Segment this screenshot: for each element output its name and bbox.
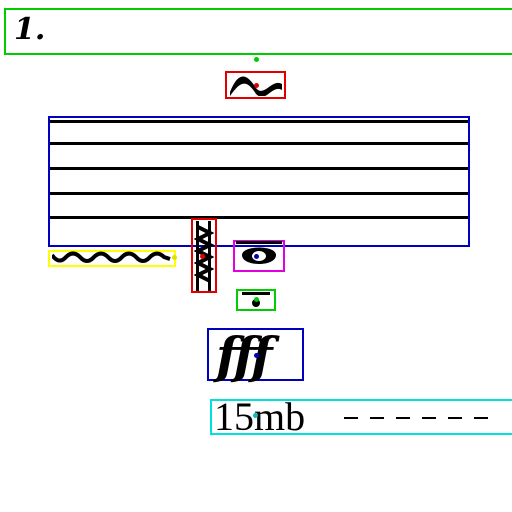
dynamic-box <box>207 328 304 381</box>
ottava-dash <box>448 417 462 419</box>
turn-box <box>225 71 286 99</box>
small-symbol-center-dot <box>254 297 259 302</box>
staff-line <box>50 192 468 195</box>
dynamic-center-dot <box>254 353 259 358</box>
staff-box <box>48 116 470 247</box>
ottava-dash <box>370 417 384 419</box>
arpeggio-center-dot <box>200 254 205 259</box>
small-symbol-box <box>236 289 276 311</box>
staff-line <box>50 120 468 123</box>
turn-icon <box>230 76 282 96</box>
fingering-text: 1. <box>14 12 46 47</box>
fingering-box <box>4 8 512 55</box>
arpeggio-box <box>191 218 217 293</box>
ottava-dash <box>474 417 488 419</box>
ottava-text: 15mb <box>214 394 306 439</box>
staff-line <box>50 167 468 170</box>
ottava-box <box>210 399 512 435</box>
turn-center-dot <box>254 83 259 88</box>
staff-line <box>50 216 468 219</box>
notehead-center-dot <box>254 254 259 259</box>
dynamic-text: fff <box>216 326 272 385</box>
ottava-center-dot <box>253 413 258 418</box>
fingering-center-dot <box>254 57 259 62</box>
trill-line-center-dot <box>172 255 177 260</box>
ottava-dash <box>422 417 436 419</box>
ottava-dash <box>396 417 410 419</box>
staff-line <box>50 142 468 145</box>
ottava-dash <box>344 417 358 419</box>
trill-line-icon <box>52 251 171 263</box>
notehead-icon <box>236 241 282 264</box>
